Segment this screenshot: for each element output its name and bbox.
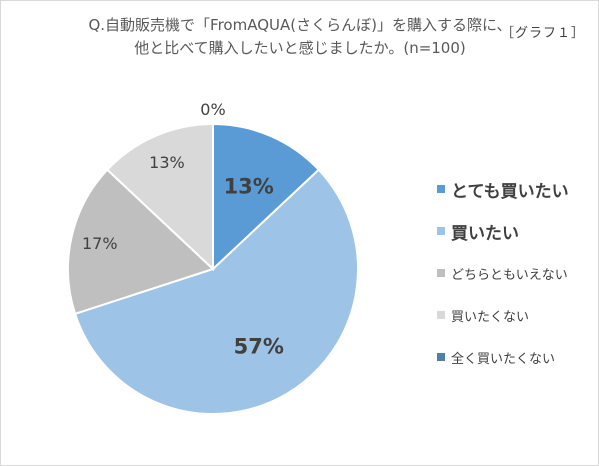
data-label-1: 13% xyxy=(224,174,274,198)
pie-slice-1 xyxy=(212,122,321,272)
pie-slice-4 xyxy=(105,122,214,272)
legend-swatch-3 xyxy=(437,269,445,277)
legend-item-1: とても買いたい xyxy=(437,178,569,202)
legend-swatch-2 xyxy=(437,227,445,235)
legend-item-3: どちらともいえない xyxy=(437,262,569,284)
chart-title-line-1: Q.自動販売機で「FromAQUA(さくらんぼ)」を購入する際に、 xyxy=(88,16,512,34)
pie-slice-2 xyxy=(73,168,359,415)
legend-item-2: 買いたい xyxy=(437,220,569,244)
legend-swatch-4 xyxy=(437,311,445,319)
figure-label: ［グラフ１］ xyxy=(500,26,585,41)
chart-legend: とても買いたい 買いたいどちらともいえない 買いたくない全く買いたくない xyxy=(437,178,569,388)
pie-slice-3 xyxy=(67,168,215,316)
legend-item-4: 買いたくない xyxy=(437,304,569,326)
legend-label-2: 買いたい xyxy=(451,223,519,244)
legend-swatch-5 xyxy=(437,353,445,361)
legend-label-4: 買いたくない xyxy=(451,309,530,325)
data-label-3: 17% xyxy=(82,234,118,253)
data-label-2: 57% xyxy=(234,334,284,358)
legend-item-5: 全く買いたくない xyxy=(437,346,569,368)
legend-label-3: どちらともいえない xyxy=(451,267,568,283)
legend-label-5: 全く買いたくない xyxy=(451,351,556,367)
chart-title: Q.自動販売機で「FromAQUA(さくらんぼ)」を購入する際に、 他と比べて購… xyxy=(60,14,540,60)
legend-label-1: とても買いたい xyxy=(451,181,569,202)
data-label-5: 0% xyxy=(200,100,225,119)
chart-title-line-2: 他と比べて購入したいと感じましたか。(n=100) xyxy=(134,39,466,57)
legend-swatch-1 xyxy=(437,185,445,193)
data-label-4: 13% xyxy=(149,153,185,172)
